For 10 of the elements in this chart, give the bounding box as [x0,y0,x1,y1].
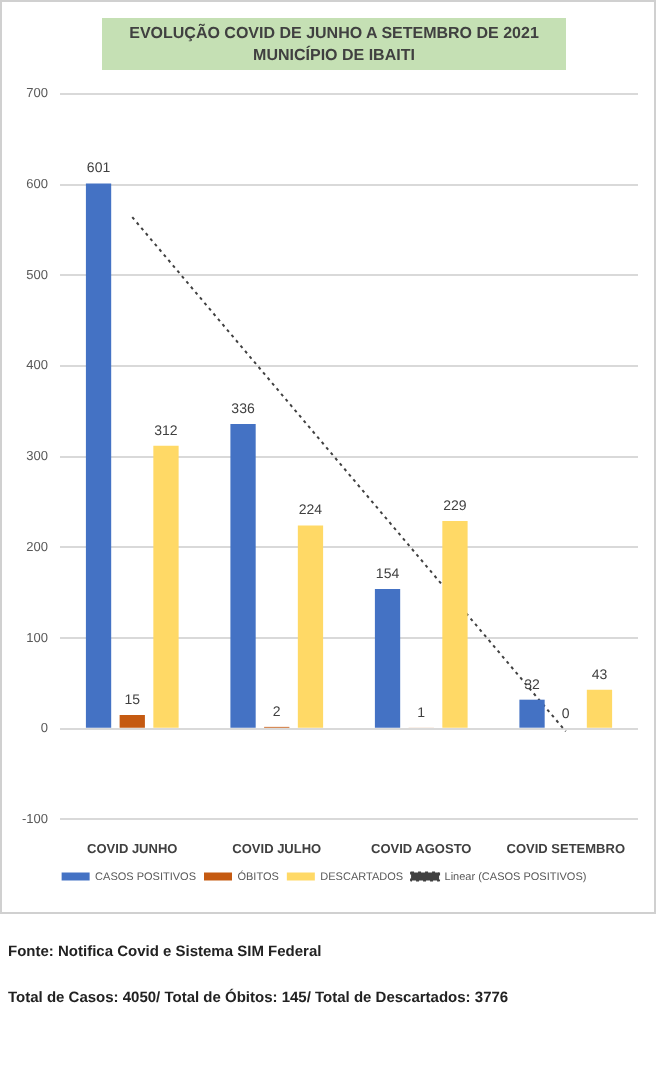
bar [586,689,613,728]
bar [519,699,545,728]
bar [297,525,324,728]
bar [119,715,145,728]
bar [374,589,401,728]
bar [442,521,468,728]
bar [230,423,256,728]
chart-title: EVOLUÇÃO COVID DE JUNHO A SETEMBRO DE 2021 MUNICÍPIO DE IBAITI [102,18,566,70]
bar [85,183,112,728]
bar [153,445,179,728]
